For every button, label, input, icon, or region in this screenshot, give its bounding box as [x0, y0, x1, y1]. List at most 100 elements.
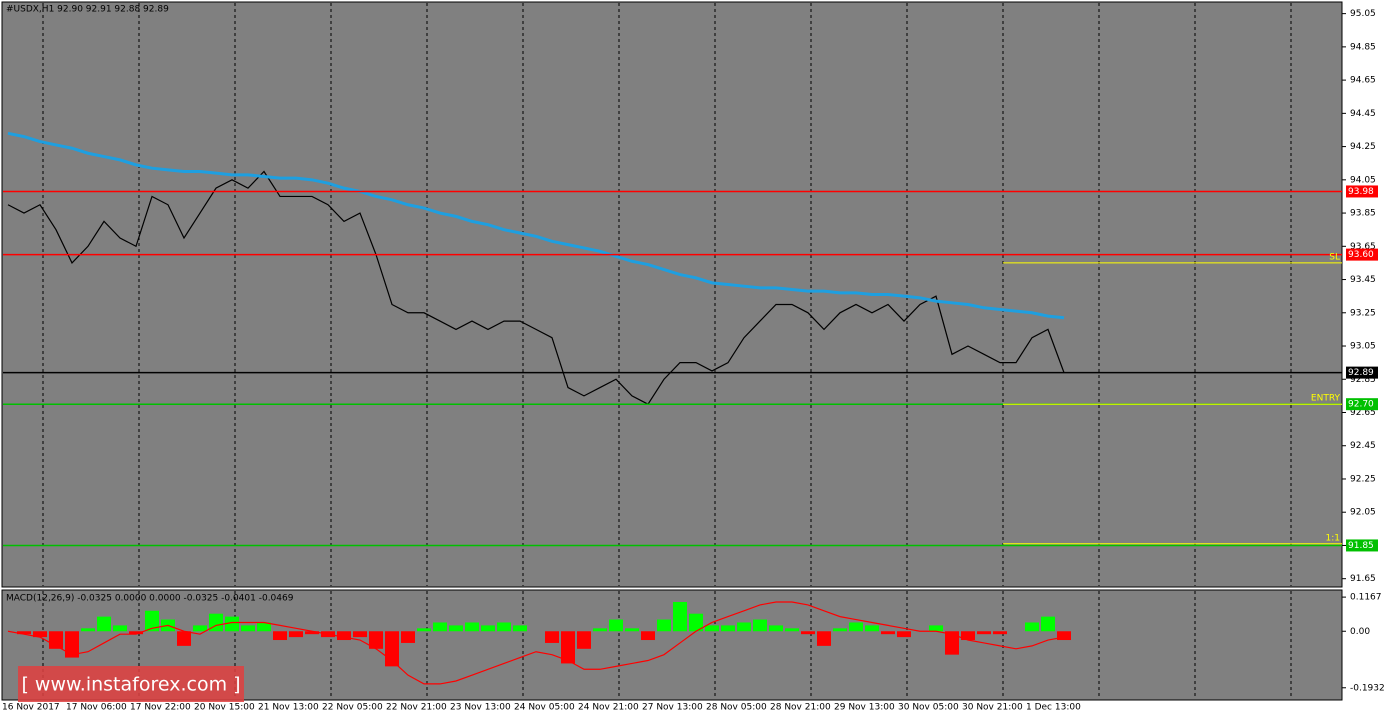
x-tick-label: 17 Nov 06:00	[66, 703, 127, 713]
macd-bar	[81, 628, 95, 632]
macd-bar	[817, 631, 831, 646]
macd-bar	[433, 622, 447, 632]
macd-bar	[689, 613, 703, 632]
macd-bar	[609, 619, 623, 632]
y-tick-label: 92.05	[1350, 508, 1376, 518]
y-tick-label: 94.05	[1350, 175, 1376, 185]
level-label: 92.89	[1348, 368, 1374, 378]
macd-bar	[945, 631, 959, 655]
macd-title: MACD(12,26,9) -0.0325 0.0000 0.0000 -0.0…	[6, 594, 294, 604]
macd-bar	[113, 625, 127, 632]
x-tick-label: 20 Nov 15:00	[194, 703, 255, 713]
macd-bar	[481, 625, 495, 632]
macd-bar	[753, 619, 767, 632]
x-tick-label: 22 Nov 05:00	[322, 703, 383, 713]
macd-bar	[929, 625, 943, 632]
y-tick-label: 92.85	[1350, 375, 1376, 385]
y-tick-label: 94.25	[1350, 142, 1376, 152]
macd-bar	[961, 631, 975, 641]
macd-bar	[465, 622, 479, 632]
macd-bar	[513, 625, 527, 632]
x-tick-label: 29 Nov 13:00	[834, 703, 895, 713]
level-label-box	[1346, 398, 1378, 411]
macd-bar	[657, 619, 671, 632]
macd-bar	[785, 628, 799, 632]
y-tick-label: 93.25	[1350, 308, 1376, 318]
y-tick-label: 92.45	[1350, 441, 1376, 451]
x-tick-label: 24 Nov 05:00	[514, 703, 575, 713]
macd-bar	[641, 631, 655, 641]
macd-bar	[289, 631, 303, 638]
macd-bar	[17, 631, 31, 635]
macd-bar	[449, 625, 463, 632]
macd-bar	[257, 622, 271, 632]
x-tick-label: 30 Nov 21:00	[962, 703, 1023, 713]
watermark: [ www.instaforex.com ]	[21, 674, 240, 696]
macd-bar	[977, 631, 991, 635]
y-tick-label: 95.05	[1350, 9, 1376, 19]
y-tick-label: 0.00	[1350, 627, 1370, 637]
level-label: 91.85	[1348, 541, 1374, 551]
y-tick-label: 93.05	[1350, 342, 1376, 352]
level-label-box	[1346, 366, 1378, 379]
watermark-box	[18, 666, 244, 702]
y-tick-label: 91.65	[1350, 574, 1376, 584]
macd-bar	[193, 625, 207, 632]
macd-bar	[1057, 631, 1071, 641]
x-tick-label: 1 Dec 13:00	[1026, 703, 1081, 713]
price-line	[7, 170, 1065, 405]
level-label-box	[1346, 539, 1378, 552]
y-tick-label: -0.1932	[1350, 683, 1384, 693]
level-label-box	[1346, 248, 1378, 261]
x-tick-label: 27 Nov 13:00	[642, 703, 703, 713]
y-tick-label: 92.65	[1350, 408, 1376, 418]
level-label-box	[1346, 185, 1378, 198]
y-tick-label: 94.45	[1350, 109, 1376, 119]
macd-bar	[401, 631, 415, 643]
price-line	[7, 131, 1065, 320]
x-tick-label: 21 Nov 13:00	[258, 703, 319, 713]
macd-bar	[721, 625, 735, 632]
x-tick-label: 28 Nov 21:00	[770, 703, 831, 713]
macd-bar	[273, 631, 287, 641]
macd-bar	[833, 628, 847, 632]
macd-bar	[225, 616, 239, 632]
macd-bar	[545, 631, 559, 643]
macd-bar	[65, 631, 79, 658]
trade-label: 1:1	[1326, 533, 1340, 543]
macd-bar	[705, 625, 719, 632]
x-tick-label: 17 Nov 22:00	[130, 703, 191, 713]
x-tick-label: 28 Nov 05:00	[706, 703, 767, 713]
macd-bar	[577, 631, 591, 649]
macd-bar	[673, 601, 687, 632]
macd-bar	[1041, 616, 1055, 632]
chart-title: #USDX,H1 92.90 92.91 92.88 92.89	[6, 5, 169, 15]
macd-bar	[849, 622, 863, 632]
price-panel	[1, 1, 1343, 588]
macd-bar	[1025, 622, 1039, 632]
macd-bar	[593, 628, 607, 632]
y-tick-label: 0.1167	[1350, 593, 1382, 603]
trade-label: SL	[1329, 252, 1340, 262]
macd-bar	[177, 631, 191, 646]
y-tick-label: 93.65	[1350, 242, 1376, 252]
macd-bar	[33, 631, 47, 638]
macd-bar	[561, 631, 575, 664]
macd-bar	[993, 631, 1007, 635]
macd-bar	[897, 631, 911, 638]
trade-label: ENTRY	[1311, 394, 1341, 404]
x-tick-label: 24 Nov 21:00	[578, 703, 639, 713]
x-tick-label: 22 Nov 21:00	[386, 703, 447, 713]
macd-bar	[145, 610, 159, 632]
level-label: 92.70	[1348, 400, 1374, 410]
macd-bar	[865, 625, 879, 632]
y-tick-label: 93.45	[1350, 275, 1376, 285]
macd-bar	[625, 628, 639, 632]
level-label: 93.60	[1348, 250, 1374, 260]
x-tick-label: 16 Nov 2017	[2, 703, 60, 713]
macd-bar	[241, 625, 255, 632]
macd-bar	[801, 631, 815, 635]
macd-bar	[881, 631, 895, 635]
